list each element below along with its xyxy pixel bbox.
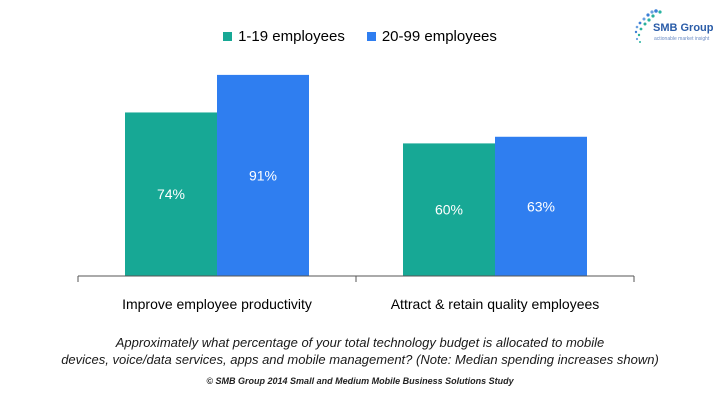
category-label-2: Attract & retain quality employees [391, 296, 600, 312]
bar-label-2-2: 63% [527, 198, 555, 214]
bar-label-2-1: 91% [249, 167, 277, 183]
bar-1-1 [125, 112, 217, 277]
legend-item-series-2: 20-99 employees [366, 28, 497, 45]
chart-caption: Approximately what percentage of your to… [0, 334, 720, 368]
caption-line-1: Approximately what percentage of your to… [115, 335, 605, 350]
bar-1-2 [403, 143, 495, 276]
category-label-1: Improve employee productivity [122, 296, 312, 312]
caption-line-2: devices, voice/data services, apps and m… [61, 352, 659, 367]
smb-group-logo-icon [634, 9, 662, 43]
bar-2-2 [495, 136, 587, 276]
copyright-note: © SMB Group 2014 Small and Medium Mobile… [206, 376, 514, 386]
legend-swatch-series-2 [366, 32, 376, 41]
bar-label-1-2: 60% [435, 202, 463, 218]
legend-swatch-series-1 [223, 32, 233, 41]
legend-label-series-1: 1-19 employees [238, 28, 345, 45]
logo-name: SMB Group [653, 22, 714, 34]
legend-item-series-1: 1-19 employees [223, 28, 345, 45]
legend-label-series-2: 20-99 employees [381, 28, 497, 45]
bar-label-1-1: 74% [157, 186, 185, 202]
legend: 1-19 employees 20-99 employees [0, 28, 720, 45]
bar-2-1 [217, 74, 309, 276]
logo-tagline: actionable market insight [654, 36, 710, 42]
